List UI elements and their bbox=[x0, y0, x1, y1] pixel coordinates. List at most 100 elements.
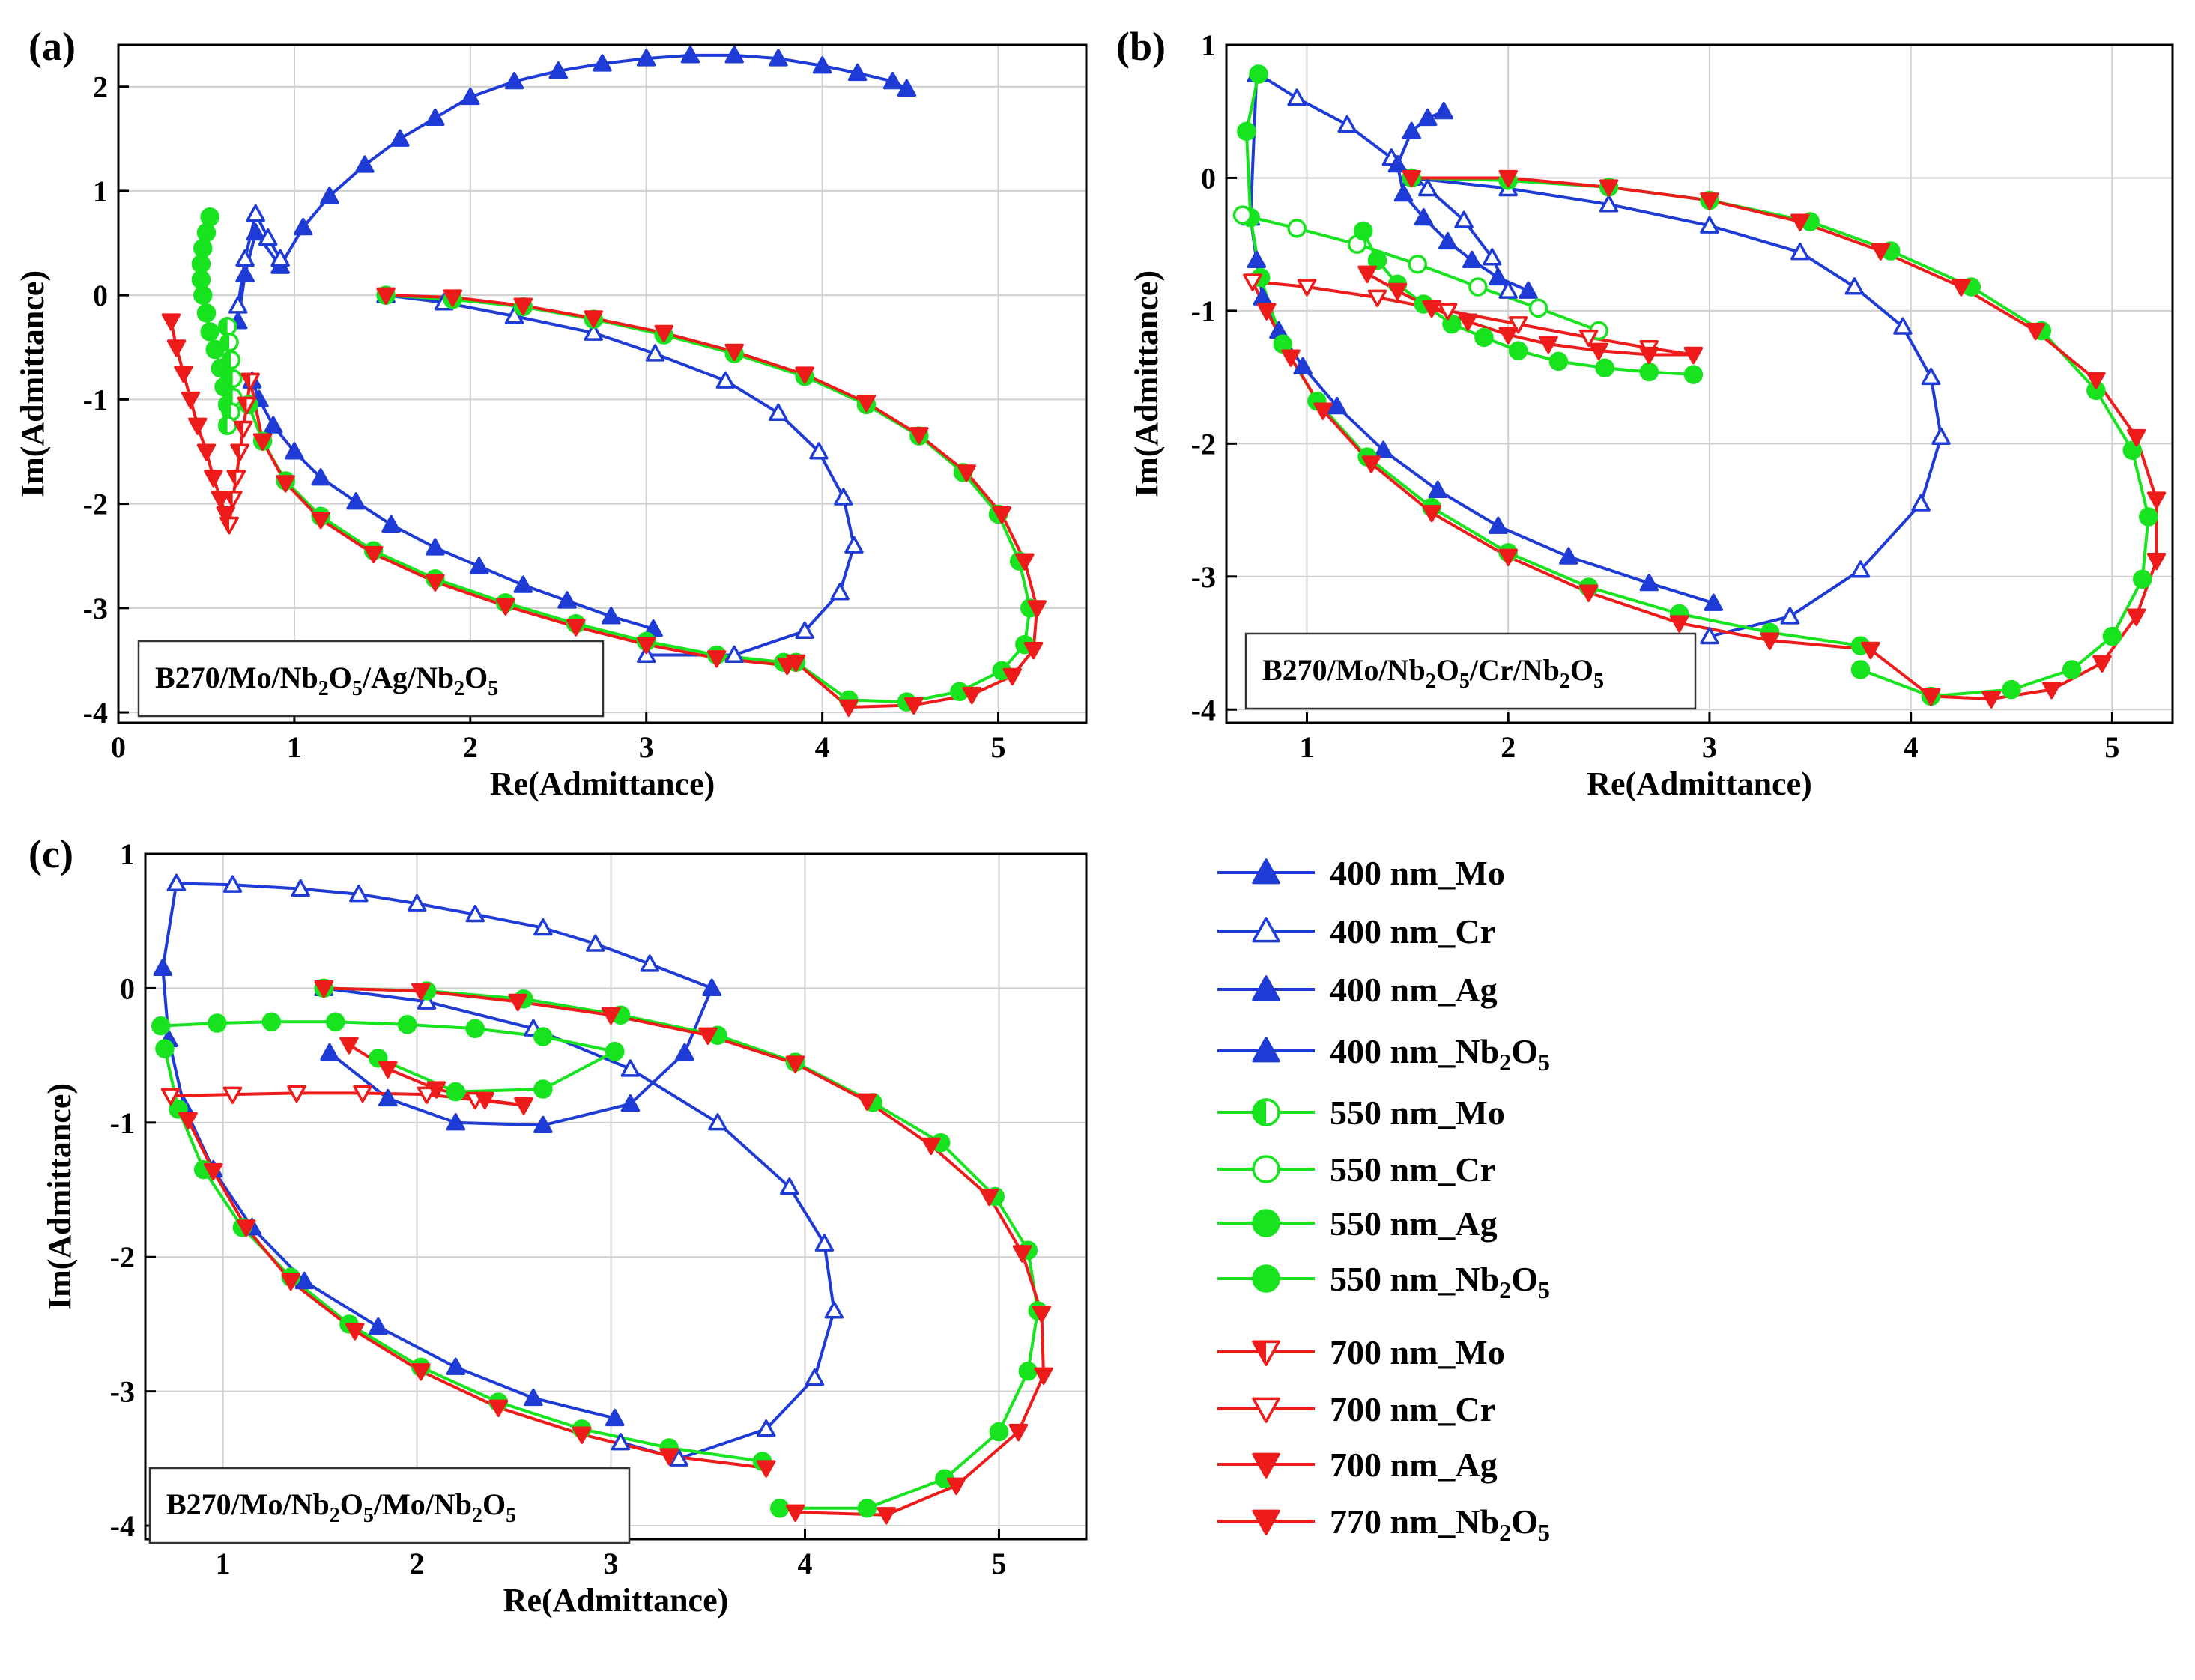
y-tick-label: -2 bbox=[110, 1240, 135, 1274]
data-point-11-2 bbox=[1422, 300, 1441, 318]
data-point-5-10 bbox=[155, 1039, 175, 1058]
data-point-11-5 bbox=[237, 396, 257, 415]
data-point-0-2 bbox=[557, 591, 577, 609]
data-point-8-16 bbox=[1921, 688, 1941, 706]
data-point-4-14 bbox=[2002, 679, 2021, 700]
data-point-11-3-shape bbox=[475, 1091, 494, 1110]
y-tick-label: -1 bbox=[110, 1106, 135, 1140]
series-line-5 bbox=[163, 1048, 763, 1463]
data-point-0-3 bbox=[513, 575, 533, 593]
data-point-4-11-shape bbox=[2132, 569, 2152, 589]
data-point-7-8 bbox=[1595, 358, 1614, 377]
data-point-8-0 bbox=[1402, 169, 1421, 188]
data-point-9-0 bbox=[756, 1460, 776, 1478]
data-point-9-6-shape bbox=[363, 545, 384, 564]
data-point-4-13-shape bbox=[2062, 660, 2082, 679]
data-point-10-1-shape bbox=[222, 1086, 243, 1104]
data-point-10-0 bbox=[161, 313, 181, 331]
data-point-8-7 bbox=[921, 1137, 941, 1156]
data-point-0-10-shape bbox=[1247, 250, 1267, 269]
data-point-10-5 bbox=[1578, 329, 1599, 348]
data-point-9-1 bbox=[659, 1448, 679, 1466]
data-point-9-1-shape bbox=[1760, 632, 1780, 650]
data-point-11-7 bbox=[1639, 346, 1659, 365]
y-axis-title: Im(Admittance) bbox=[14, 270, 51, 497]
data-point-10-0-shape bbox=[160, 1088, 181, 1106]
data-point-10-3 bbox=[353, 1085, 372, 1103]
data-point-8-12-shape bbox=[1027, 600, 1047, 618]
data-point-10-1-shape bbox=[166, 339, 187, 357]
y-tick-label: -4 bbox=[1191, 693, 1216, 727]
data-point-8-4 bbox=[698, 1027, 718, 1045]
data-point-8-15-shape bbox=[962, 686, 982, 705]
data-point-10-8 bbox=[216, 506, 236, 524]
legend-marker bbox=[1252, 1452, 1280, 1479]
data-point-1-11-shape bbox=[1780, 607, 1800, 625]
data-point-11-6 bbox=[240, 372, 260, 391]
x-tick-label: 4 bbox=[815, 730, 830, 764]
data-point-6-1-shape bbox=[208, 1013, 227, 1033]
data-point-8-16-shape bbox=[1921, 688, 1941, 706]
y-axis-title: Im(Admittance) bbox=[1128, 270, 1165, 497]
data-point-3-1-shape bbox=[235, 249, 255, 267]
data-point-1-5 bbox=[715, 371, 736, 389]
data-point-7-1-shape bbox=[1367, 250, 1387, 270]
data-point-9-4 bbox=[496, 598, 515, 616]
legend-label: 550 nm_Ag bbox=[1330, 1204, 1498, 1243]
series-line-10 bbox=[1252, 279, 1694, 357]
x-axis-title: Re(Admittance) bbox=[503, 1582, 729, 1619]
data-point-7-3 bbox=[605, 1041, 625, 1061]
data-point-7-0 bbox=[1353, 221, 1373, 241]
data-point-2-6-shape bbox=[355, 155, 375, 173]
legend-label: 400 nm_Nb2O5 bbox=[1330, 1032, 1550, 1076]
data-point-2-4 bbox=[293, 217, 313, 236]
data-point-8-6-shape bbox=[795, 366, 814, 384]
data-point-9-8 bbox=[203, 1162, 223, 1181]
data-point-8-0 bbox=[376, 287, 396, 305]
data-point-2-15 bbox=[724, 46, 744, 64]
data-point-0-4-shape bbox=[469, 557, 489, 574]
data-point-8-6 bbox=[1952, 279, 1971, 297]
data-point-0-2-shape bbox=[446, 1357, 466, 1375]
data-point-0-3-shape bbox=[513, 575, 533, 593]
data-point-1-5-shape bbox=[465, 904, 485, 923]
data-point-8-4 bbox=[1790, 213, 1810, 231]
legend-marker bbox=[1252, 1037, 1280, 1063]
data-point-4-14 bbox=[857, 1498, 877, 1518]
data-point-6-5-shape bbox=[193, 285, 213, 305]
data-point-8-9 bbox=[957, 464, 977, 482]
data-point-8-1 bbox=[1498, 169, 1518, 188]
data-point-8-14 bbox=[1002, 667, 1023, 686]
data-point-8-9 bbox=[1012, 1245, 1032, 1263]
data-point-2-7-shape bbox=[390, 129, 410, 147]
x-tick-label: 5 bbox=[991, 730, 1006, 764]
data-point-4-12-shape bbox=[989, 1422, 1009, 1442]
data-point-4-15-shape bbox=[770, 1498, 790, 1518]
data-point-11-3 bbox=[1458, 313, 1478, 331]
data-point-9-9-shape bbox=[1256, 303, 1277, 321]
data-point-9-8-shape bbox=[1281, 349, 1301, 367]
data-point-0-0-shape bbox=[605, 1408, 625, 1427]
legend-label: 550 nm_Nb2O5 bbox=[1330, 1260, 1550, 1303]
legend-label: 700 nm_Cr bbox=[1330, 1390, 1495, 1428]
data-point-11-2-shape bbox=[1422, 300, 1441, 318]
data-point-0-4-shape bbox=[1428, 480, 1447, 499]
data-point-2-2-shape bbox=[246, 222, 265, 241]
data-point-2-8 bbox=[805, 1368, 825, 1386]
y-tick-label: 1 bbox=[1201, 28, 1216, 62]
data-point-7-2-shape bbox=[533, 1079, 553, 1099]
series-line-5 bbox=[246, 404, 784, 664]
data-point-0-0 bbox=[605, 1408, 625, 1427]
data-point-2-9 bbox=[461, 87, 480, 106]
x-tick-label: 0 bbox=[111, 730, 126, 764]
data-point-1-3-shape bbox=[1700, 216, 1719, 234]
data-point-2-2 bbox=[246, 222, 265, 241]
data-point-8-5-shape bbox=[724, 343, 744, 362]
legend-item: 700 nm_Mo bbox=[1217, 1333, 1505, 1371]
data-point-6-4 bbox=[1468, 277, 1488, 297]
data-point-10-0-shape bbox=[161, 313, 181, 331]
data-point-11-6-outline bbox=[240, 372, 260, 391]
data-point-3-0 bbox=[702, 978, 721, 996]
data-point-10-0 bbox=[160, 1088, 181, 1106]
data-point-6-6-shape bbox=[196, 303, 217, 323]
